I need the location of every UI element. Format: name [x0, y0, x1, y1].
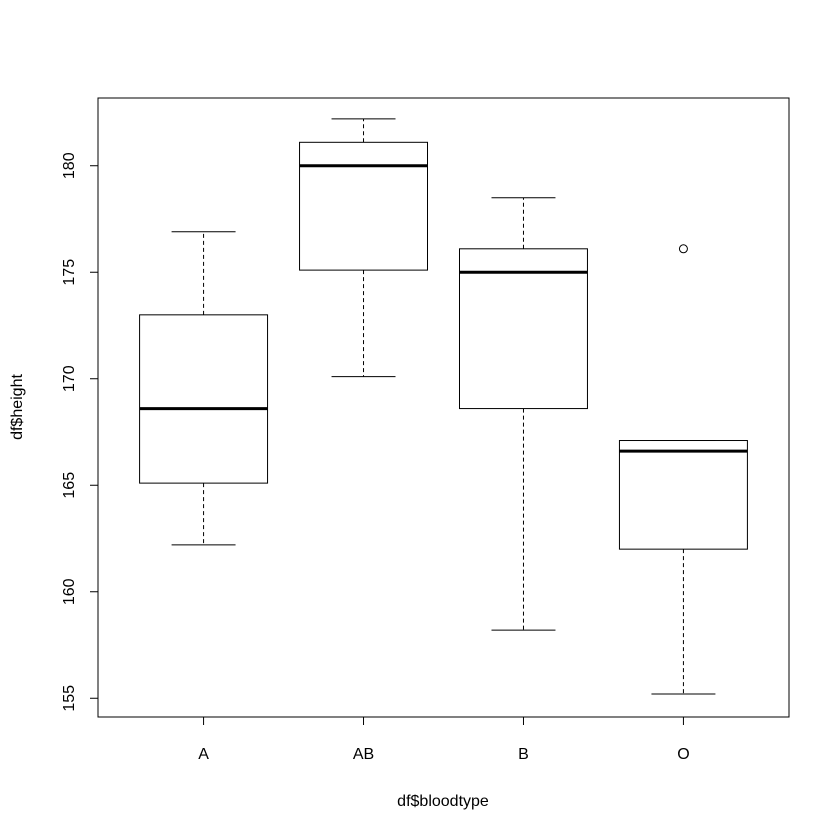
y-tick-label: 165 — [61, 472, 78, 499]
x-axis-label: df$bloodtype — [397, 793, 489, 810]
box — [299, 141, 429, 271]
x-tick-label: A — [198, 746, 209, 763]
y-tick-label: 155 — [61, 685, 78, 712]
box — [139, 314, 269, 484]
y-tick-label: 170 — [61, 365, 78, 392]
plot-frame — [97, 97, 790, 718]
y-axis-label: df$height — [9, 374, 26, 440]
outlier — [678, 244, 688, 254]
x-tick-label: AB — [353, 746, 374, 763]
y-tick-label: 160 — [61, 578, 78, 605]
box — [618, 440, 748, 550]
x-tick-label: O — [677, 746, 689, 763]
y-tick-label: 175 — [61, 259, 78, 286]
box — [458, 248, 588, 410]
y-tick-label: 180 — [61, 152, 78, 179]
x-tick-label: B — [518, 746, 529, 763]
